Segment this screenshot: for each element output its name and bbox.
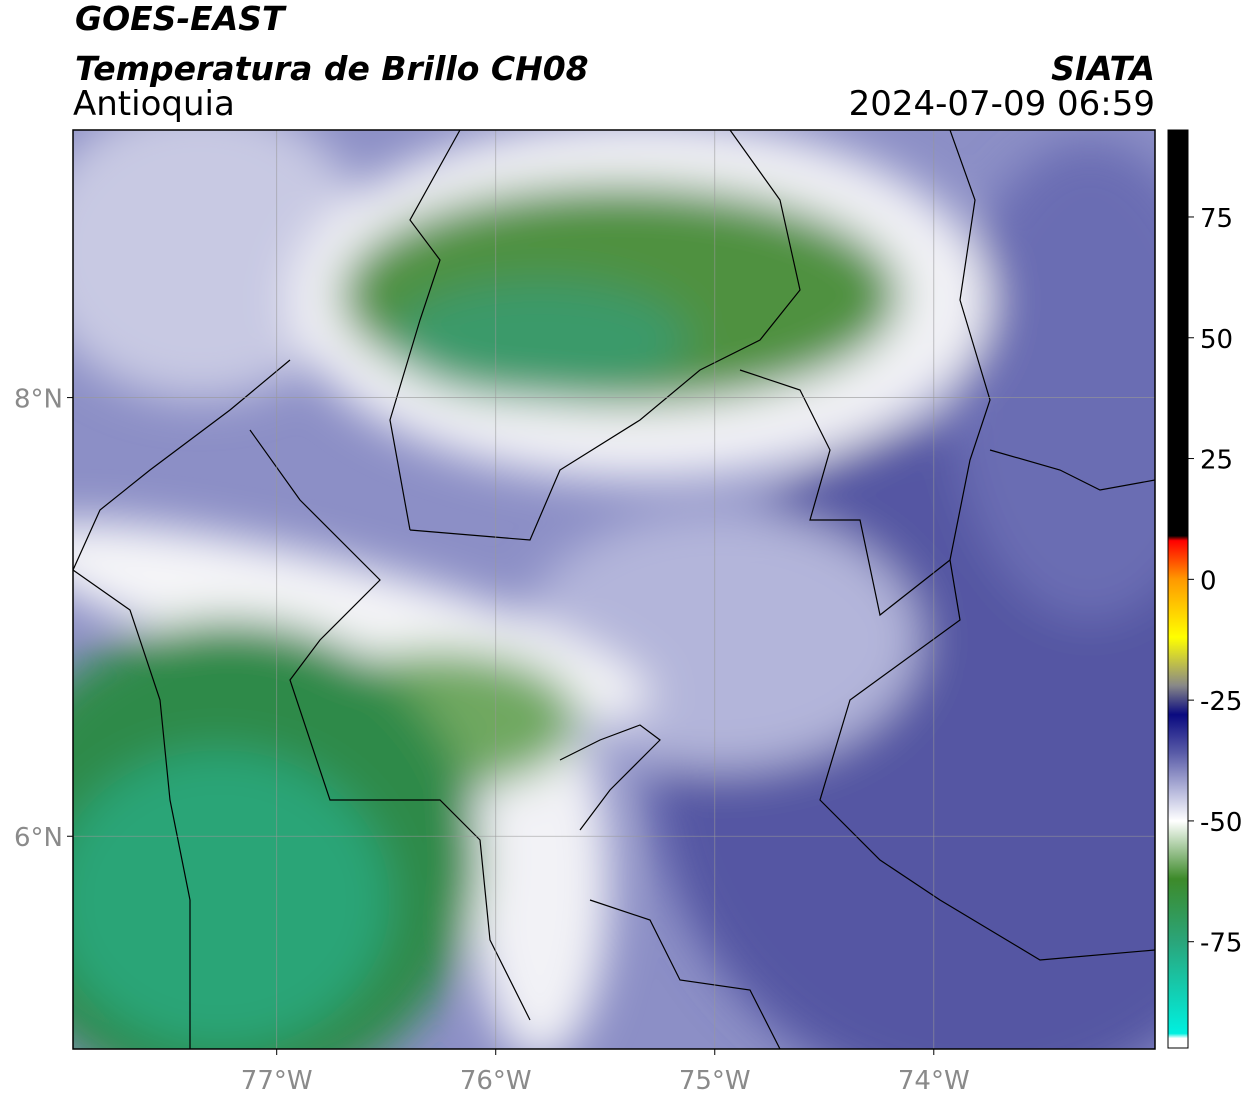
boundary [739,369,1155,961]
coastline [73,359,291,571]
colorbar-tick-label: 75 [1200,204,1233,234]
grid [73,130,1155,1049]
title: GOES-EAST [75,0,287,38]
boundary [389,130,461,531]
region: Antioquia [73,84,235,124]
timestamp: 2024-07-09 06:59 [849,84,1155,124]
boundary [989,449,1155,491]
y-tick-label: 6°N [14,823,63,853]
borders [73,130,1155,1049]
y-tick-label: 8°N [14,385,63,415]
cloud-region [390,280,690,400]
source: SIATA [1051,49,1155,88]
colorbar-tick-label: 25 [1200,446,1233,476]
boundary [949,130,991,561]
satellite-image [73,130,1155,1049]
x-tick-label: 77°W [241,1066,313,1096]
cloud-field [73,130,1155,1049]
map-frame [72,129,1156,1050]
cloud-region [950,140,1155,620]
x-tick-label: 75°W [679,1066,751,1096]
colorbar [1167,129,1189,1049]
boundary [559,724,661,831]
cloud-region [73,750,390,1049]
colorbar-tick-label: -25 [1200,687,1242,717]
colorbar-tick-label: -75 [1200,929,1242,959]
colorbar-tick-label: 50 [1200,325,1233,355]
subtitle: Temperatura de Brillo CH08 [75,49,589,88]
coastline [73,569,191,1049]
boundary [409,130,801,541]
cloud-region [520,510,920,770]
colorbar-tick-label: -50 [1200,808,1242,838]
x-tick-label: 76°W [460,1066,532,1096]
boundary [249,429,531,1021]
cloud-region [470,700,610,1049]
x-tick-label: 74°W [898,1066,970,1096]
cloud-region [73,130,370,400]
boundary [589,899,781,1049]
colorbar-tick-label: 0 [1200,566,1217,596]
